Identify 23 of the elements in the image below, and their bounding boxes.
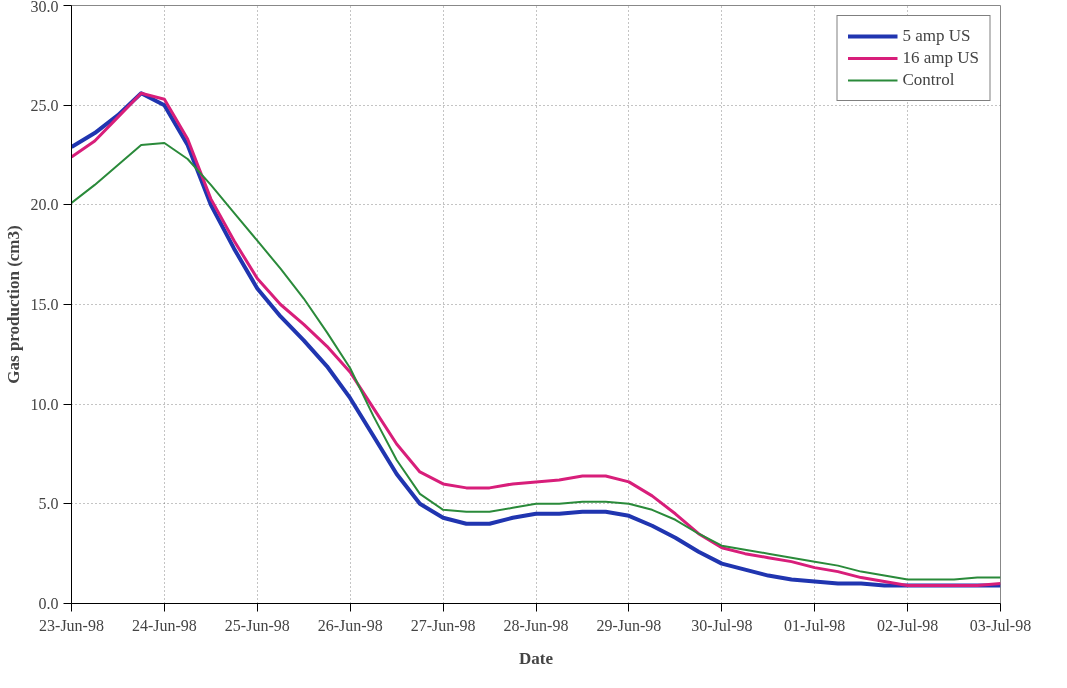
x-axis-title: Date: [519, 648, 554, 668]
x-tick-label: 27-Jun-98: [410, 616, 476, 634]
x-tick-label: 23-Jun-98: [39, 616, 104, 634]
legend-label: 5 amp US: [902, 26, 971, 46]
y-tick-label: 25.0: [30, 96, 59, 114]
x-tick-label: 29-Jun-98: [596, 616, 662, 634]
x-tick-label: 02-Jul-98: [876, 616, 939, 634]
y-tick-label: 20.0: [30, 196, 59, 214]
y-tick-label: 10.0: [30, 395, 59, 413]
y-axis-title: Gas production (cm3): [3, 225, 23, 384]
x-tick-label: 25-Jun-98: [224, 616, 290, 634]
x-tick-label: 28-Jun-98: [503, 616, 569, 634]
legend-label: Control: [902, 70, 955, 90]
x-tick-label: 03-Jul-98: [969, 616, 1032, 634]
x-tick-label: 01-Jul-98: [784, 616, 846, 634]
x-tick-label: 30-Jul-98: [691, 616, 753, 634]
y-tick-label: 15.0: [30, 296, 59, 313]
x-tick-label: 26-Jun-98: [317, 616, 383, 634]
legend-label: 16 amp US: [902, 48, 979, 68]
y-tick-label: 30.0: [30, 0, 59, 15]
x-tick-label: 24-Jun-98: [131, 616, 197, 634]
y-tick-label: 0.0: [38, 595, 59, 612]
y-tick-label: 5.0: [38, 495, 59, 513]
